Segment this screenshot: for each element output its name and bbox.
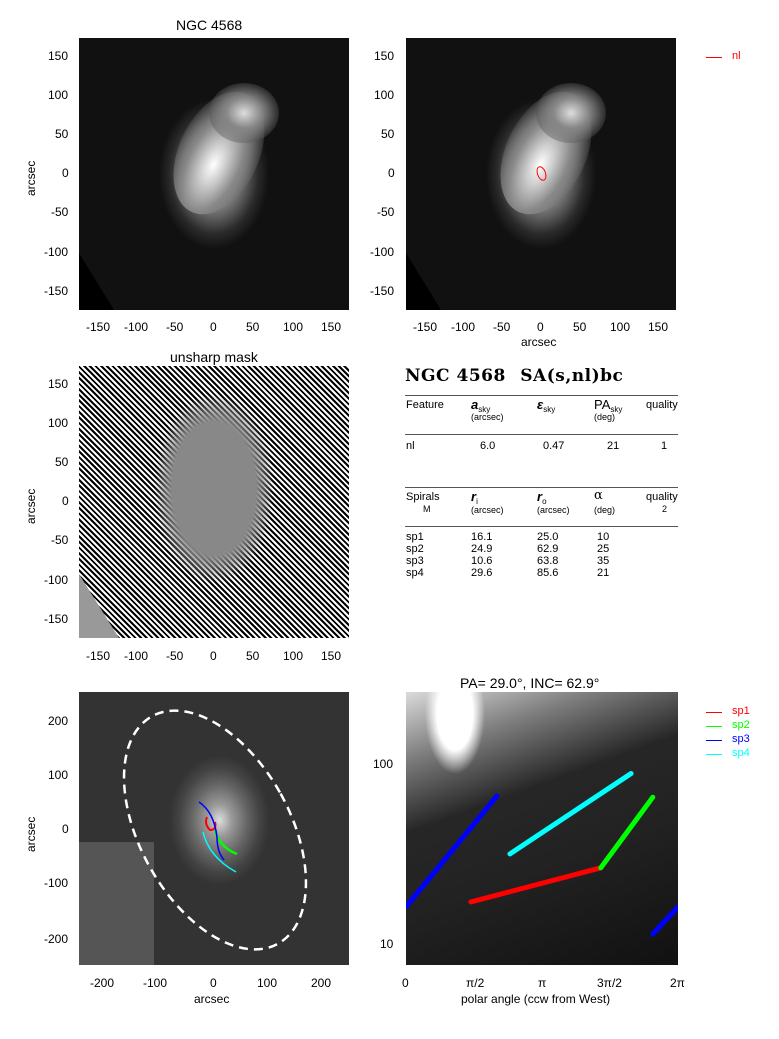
chart-xlabel: polar angle (ccw from West): [461, 992, 611, 1006]
hdr-eps: εsky: [537, 397, 556, 415]
nl-legend-label: nl: [732, 50, 741, 62]
chart-series-group: [406, 771, 678, 937]
masked-corner-3: [79, 574, 119, 638]
sp1-legend-label: sp1: [732, 705, 750, 717]
hdr-m: M: [423, 504, 431, 514]
series-line-sp4: [507, 771, 634, 857]
hdr-quality: quality: [646, 399, 678, 411]
hdr-pa: PAsky: [594, 397, 623, 415]
series-line-sp1: [468, 865, 604, 905]
hdr-spiral-quality-value: 2: [662, 504, 668, 514]
hdr-a: asky: [471, 397, 491, 415]
galaxy-overlay-image: [406, 38, 676, 310]
table-title-galaxy: NGC 4568: [405, 366, 506, 386]
masked-region: [79, 842, 154, 965]
masked-corner-2: [406, 253, 441, 310]
sp3-arm: [198, 801, 225, 861]
table-rule-3: [405, 487, 678, 488]
companion-galaxy-2: [536, 83, 606, 143]
hdr-ro-unit: (arcsec): [537, 505, 570, 515]
chart-xtick: 3π/2: [597, 976, 622, 990]
panel1-ylabel: arcsec: [24, 160, 38, 196]
table-rule-1: [405, 395, 678, 396]
panel3-ylabel: arcsec: [24, 488, 38, 524]
hdr-a-unit: (arcsec): [471, 412, 504, 422]
chart-plot: [406, 771, 678, 937]
panel1-title: NGC 4568: [176, 17, 243, 33]
sp4-legend-line: [706, 754, 722, 755]
chart-title: PA= 29.0°, INC= 62.9°: [460, 675, 600, 691]
panel4-ylabel: arcsec: [24, 816, 38, 852]
series-line-sp2: [598, 794, 656, 871]
panel4-xlabel: arcsec: [194, 992, 230, 1006]
hdr-alpha: α: [594, 488, 603, 503]
sp2-legend-line: [706, 726, 722, 727]
chart-xtick: π: [538, 976, 547, 990]
companion-galaxy: [209, 83, 279, 143]
masked-corner: [79, 253, 114, 310]
chart-xtick: 0: [402, 976, 409, 990]
series-line-sp3: [406, 793, 500, 910]
chart-xtick: 2π: [670, 976, 685, 990]
series-line-sp3b: [650, 904, 678, 937]
table-title: NGC 4568 SA(s,nl)bc: [405, 366, 623, 386]
panel3-title: unsharp mask: [170, 349, 258, 365]
sp1-legend-line: [706, 712, 722, 713]
spiral-overlay-image: [79, 692, 349, 965]
sp3-legend-line: [706, 740, 722, 741]
table-title-class: SA(s,nl)bc: [520, 366, 624, 386]
chart-ytick: 100: [373, 757, 394, 771]
hdr-alpha-unit: (deg): [594, 505, 616, 515]
hdr-ro: ro: [537, 489, 547, 507]
galaxy-image: [79, 38, 349, 310]
sp4-arm: [202, 831, 237, 873]
dashed-deprojection-ellipse: [122, 709, 308, 951]
unsharp-mask-image: [79, 366, 349, 638]
hdr-feature: Feature: [406, 399, 444, 411]
nl-legend-line: [706, 57, 722, 58]
chart-xtick: π/2: [466, 976, 485, 990]
table-rule-2: [405, 434, 678, 435]
hdr-pa-unit: (deg): [594, 412, 616, 422]
sp4-legend-label: sp4: [732, 747, 750, 759]
panel2-xlabel: arcsec: [521, 335, 557, 349]
hdr-ri: ri: [471, 489, 478, 507]
sp3-legend-label: sp3: [732, 733, 750, 745]
hdr-spirals: Spirals: [406, 491, 440, 503]
chart-ytick: 10: [380, 937, 394, 951]
sp2-legend-label: sp2: [732, 719, 750, 731]
table-rule-4: [405, 526, 678, 527]
hdr-ri-unit: (arcsec): [471, 505, 504, 515]
hdr-spiral-quality: quality: [646, 491, 678, 503]
